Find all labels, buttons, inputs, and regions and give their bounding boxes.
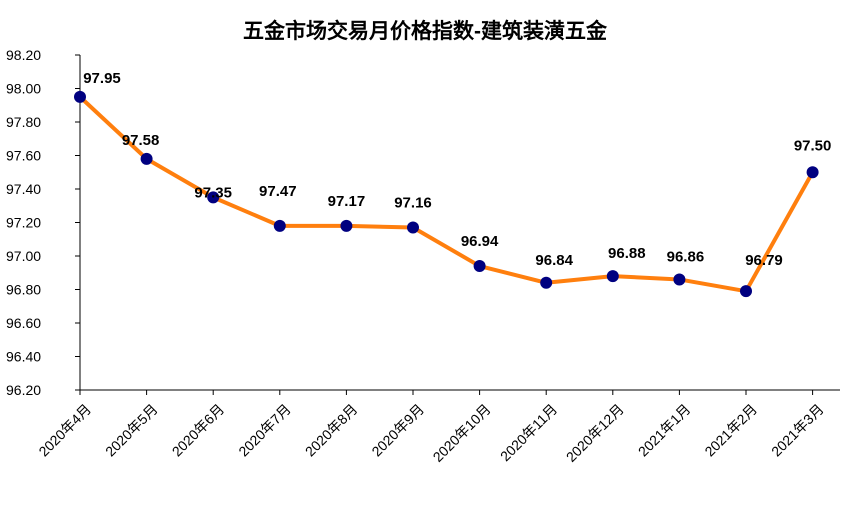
x-tick-label: 2021年2月 bbox=[701, 401, 760, 460]
data-label: 96.79 bbox=[745, 252, 783, 269]
y-tick-label: 96.20 bbox=[6, 382, 41, 398]
data-point bbox=[740, 285, 752, 298]
data-point bbox=[340, 219, 353, 232]
data-point bbox=[540, 276, 553, 289]
data-point bbox=[140, 152, 153, 165]
data-label: 97.35 bbox=[194, 184, 232, 201]
data-point bbox=[673, 273, 686, 286]
y-tick-label: 97.80 bbox=[6, 114, 41, 130]
data-label: 97.50 bbox=[794, 137, 832, 154]
data-label: 96.86 bbox=[667, 248, 705, 265]
y-tick-label: 97.00 bbox=[6, 248, 41, 264]
data-point bbox=[806, 166, 819, 179]
x-tick-label: 2020年8月 bbox=[302, 401, 361, 460]
data-label: 97.16 bbox=[394, 195, 432, 212]
x-axis: 2020年4月 2020年5月 2020年6月 2020年7月 2020年8月 2020年… bbox=[35, 389, 840, 465]
data-point bbox=[273, 219, 286, 232]
x-tick-label: 2020年11月 bbox=[497, 401, 560, 464]
chart-title: 五金市场交易月价格指数-建筑装潢五金 bbox=[243, 19, 608, 43]
x-tick-label: 2020年7月 bbox=[235, 401, 294, 460]
series-line bbox=[78, 95, 815, 294]
y-axis: 96.20 96.40 96.60 96.80 97.00 97.20 97.40 97.60… bbox=[6, 47, 81, 398]
data-label: 96.88 bbox=[608, 245, 646, 262]
x-tick-label: 2021年1月 bbox=[635, 401, 694, 460]
y-tick-label: 98.00 bbox=[6, 81, 41, 97]
x-tick-label: 2020年12月 bbox=[563, 401, 627, 465]
data-label: 97.47 bbox=[259, 183, 297, 200]
data-point bbox=[74, 90, 86, 103]
data-point bbox=[207, 191, 220, 204]
x-tick-label: 2020年9月 bbox=[368, 401, 427, 460]
y-tick-label: 98.20 bbox=[6, 47, 41, 63]
y-tick-label: 97.20 bbox=[6, 215, 41, 231]
x-tick-label: 2021年3月 bbox=[768, 401, 827, 460]
data-point bbox=[473, 260, 486, 273]
x-tick-label: 2020年5月 bbox=[102, 401, 161, 460]
y-tick-label: 97.60 bbox=[6, 148, 41, 164]
data-labels: 97.95 97.58 97.35 97.47 97.17 97.16 96.94 96.84… bbox=[83, 70, 831, 269]
y-tick-label: 96.60 bbox=[6, 315, 41, 331]
data-point bbox=[407, 221, 419, 234]
y-tick-label: 97.40 bbox=[6, 181, 41, 197]
data-label: 96.94 bbox=[461, 233, 499, 250]
data-point bbox=[606, 270, 619, 283]
x-tick-label: 2020年4月 bbox=[35, 401, 94, 460]
x-tick-label: 2020年6月 bbox=[169, 401, 228, 460]
data-label: 97.17 bbox=[328, 193, 366, 210]
x-tick-label: 2020年10月 bbox=[430, 401, 494, 465]
data-label: 97.95 bbox=[83, 70, 121, 87]
series bbox=[74, 90, 819, 298]
y-tick-label: 96.40 bbox=[6, 349, 41, 365]
y-tick-label: 96.80 bbox=[6, 282, 41, 298]
data-label: 96.84 bbox=[535, 252, 573, 269]
data-label: 97.58 bbox=[122, 132, 160, 149]
